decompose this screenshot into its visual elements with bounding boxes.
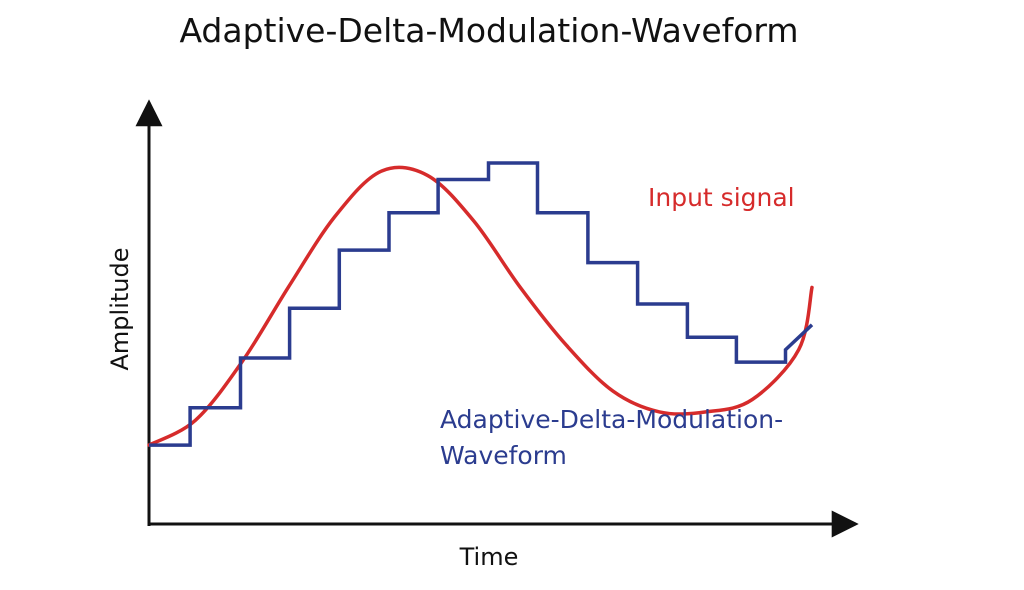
input-signal-line	[147, 165, 814, 447]
adm-waveform-label-line-1: Adaptive-Delta-Modulation-	[440, 405, 783, 434]
input-signal-label: Input signal	[648, 183, 795, 212]
chart-title: Adaptive-Delta-Modulation-Waveform	[179, 11, 798, 50]
adm-waveform-line	[149, 161, 814, 447]
x-axis-label: Time	[459, 543, 519, 571]
adm-waveform-label-line-2: Waveform	[440, 441, 567, 470]
adm-waveform-label: Adaptive-Delta-Modulation- Waveform	[440, 405, 791, 470]
y-axis-label: Amplitude	[106, 248, 134, 371]
